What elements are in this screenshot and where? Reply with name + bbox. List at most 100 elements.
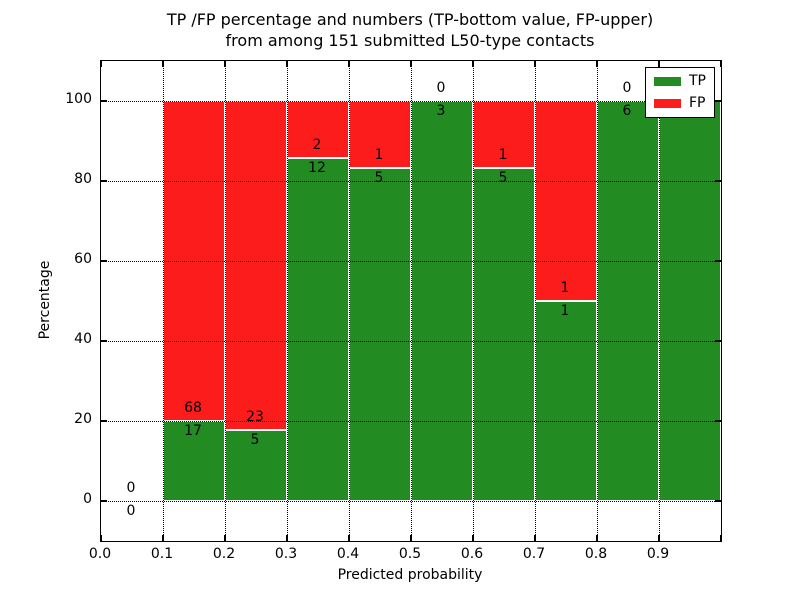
x-tick-mark xyxy=(410,535,412,541)
x-tick-label: 0.1 xyxy=(150,546,174,562)
tp-count-label: 3 xyxy=(436,103,446,119)
x-tick-mark xyxy=(224,535,226,541)
chart-title-line1: TP /FP percentage and numbers (TP-bottom… xyxy=(166,10,654,29)
y-tick-mark xyxy=(715,180,721,182)
y-tick-mark xyxy=(715,420,721,422)
x-tick-mark xyxy=(472,61,474,67)
grid-line-vertical xyxy=(535,61,536,541)
chart-title-line2: from among 151 submitted L50-type contac… xyxy=(225,31,595,50)
x-tick-mark xyxy=(162,61,164,67)
y-axis-title: Percentage xyxy=(37,260,53,340)
tp-count-label: 5 xyxy=(498,169,508,186)
grid-line-vertical xyxy=(659,61,660,541)
y-tick-mark xyxy=(101,420,107,422)
fp-count-label: 2 xyxy=(312,137,322,154)
bar-tp-segment xyxy=(411,101,473,501)
tp-count-label: 5 xyxy=(374,169,384,186)
x-tick-mark xyxy=(596,535,598,541)
legend-swatch-tp xyxy=(654,77,681,86)
y-tick-mark xyxy=(715,260,721,262)
x-tick-mark xyxy=(596,61,598,67)
tp-count-label: 0 xyxy=(126,503,136,519)
y-tick-label: 40 xyxy=(74,331,92,347)
y-tick-label: 80 xyxy=(74,171,92,187)
legend-entry: TP xyxy=(654,74,706,89)
y-tick-mark xyxy=(715,340,721,342)
legend-label: FP xyxy=(689,95,706,111)
fp-count-label: 0 xyxy=(436,80,446,96)
x-tick-mark xyxy=(348,535,350,541)
tp-count-label: 5 xyxy=(250,431,260,448)
x-tick-mark xyxy=(410,61,412,67)
x-tick-label: 0.9 xyxy=(646,546,670,562)
fp-count-label: 1 xyxy=(374,146,384,163)
fp-count-label: 1 xyxy=(498,146,508,163)
x-axis-title: Predicted probability xyxy=(337,567,483,583)
x-tick-label: 0.7 xyxy=(522,546,546,562)
y-tick-mark xyxy=(101,340,107,342)
x-tick-mark xyxy=(286,61,288,67)
x-tick-mark xyxy=(100,535,102,541)
tp-count-label: 17 xyxy=(184,423,202,439)
chart-title: TP /FP percentage and numbers (TP-bottom… xyxy=(100,9,720,51)
bar-tp-segment xyxy=(349,167,411,501)
y-tick-label: 0 xyxy=(83,491,92,507)
y-tick-label: 100 xyxy=(65,91,92,107)
grid-line-vertical xyxy=(473,61,474,541)
x-tick-label: 0.8 xyxy=(584,546,608,562)
x-tick-mark xyxy=(720,535,722,541)
y-tick-mark xyxy=(101,100,107,102)
legend: TP FP xyxy=(645,67,715,118)
x-tick-label: 0.3 xyxy=(274,546,298,562)
y-tick-mark xyxy=(715,100,721,102)
legend-entry: FP xyxy=(654,96,706,111)
fp-count-label: 23 xyxy=(246,408,264,425)
tp-count-label: 12 xyxy=(308,160,326,177)
bar-fp-segment xyxy=(535,101,597,301)
legend-swatch-fp xyxy=(654,99,681,108)
y-tick-mark xyxy=(101,260,107,262)
fp-count-label: 1 xyxy=(560,280,570,296)
legend-label: TP xyxy=(689,73,706,89)
x-tick-mark xyxy=(658,535,660,541)
y-tick-mark xyxy=(715,500,721,502)
x-tick-mark xyxy=(658,61,660,67)
x-tick-mark xyxy=(472,535,474,541)
x-tick-mark xyxy=(348,61,350,67)
tp-count-label: 6 xyxy=(622,103,632,119)
y-tick-label: 20 xyxy=(74,411,92,427)
y-tick-mark xyxy=(101,500,107,502)
plot-area xyxy=(100,60,722,542)
fp-count-label: 0 xyxy=(622,80,632,96)
grid-line-vertical xyxy=(225,61,226,541)
fp-count-label: 68 xyxy=(184,400,202,416)
x-tick-label: 0.6 xyxy=(460,546,484,562)
bar-fp-segment xyxy=(225,101,287,430)
bar-tp-segment xyxy=(535,301,597,501)
x-tick-mark xyxy=(720,61,722,67)
x-tick-mark xyxy=(534,61,536,67)
y-tick-mark xyxy=(101,180,107,182)
x-tick-mark xyxy=(286,535,288,541)
grid-line-vertical xyxy=(597,61,598,541)
bar-tp-segment xyxy=(287,158,349,501)
bar-tp-segment xyxy=(597,101,659,501)
tp-count-label: 1 xyxy=(560,303,570,319)
x-tick-label: 0.0 xyxy=(88,546,112,562)
x-tick-label: 0.5 xyxy=(398,546,422,562)
bar-tp-segment xyxy=(473,167,535,501)
x-tick-label: 0.2 xyxy=(212,546,236,562)
fp-count-label: 0 xyxy=(126,480,136,496)
x-tick-mark xyxy=(162,535,164,541)
x-tick-mark xyxy=(534,535,536,541)
x-tick-mark xyxy=(100,61,102,67)
grid-line-vertical xyxy=(287,61,288,541)
bar-fp-segment xyxy=(287,101,349,159)
grid-line-vertical xyxy=(163,61,164,541)
x-tick-label: 0.4 xyxy=(336,546,360,562)
x-tick-mark xyxy=(224,61,226,67)
bar-tp-segment xyxy=(659,101,721,501)
y-tick-label: 60 xyxy=(74,251,92,267)
grid-line-vertical xyxy=(411,61,412,541)
